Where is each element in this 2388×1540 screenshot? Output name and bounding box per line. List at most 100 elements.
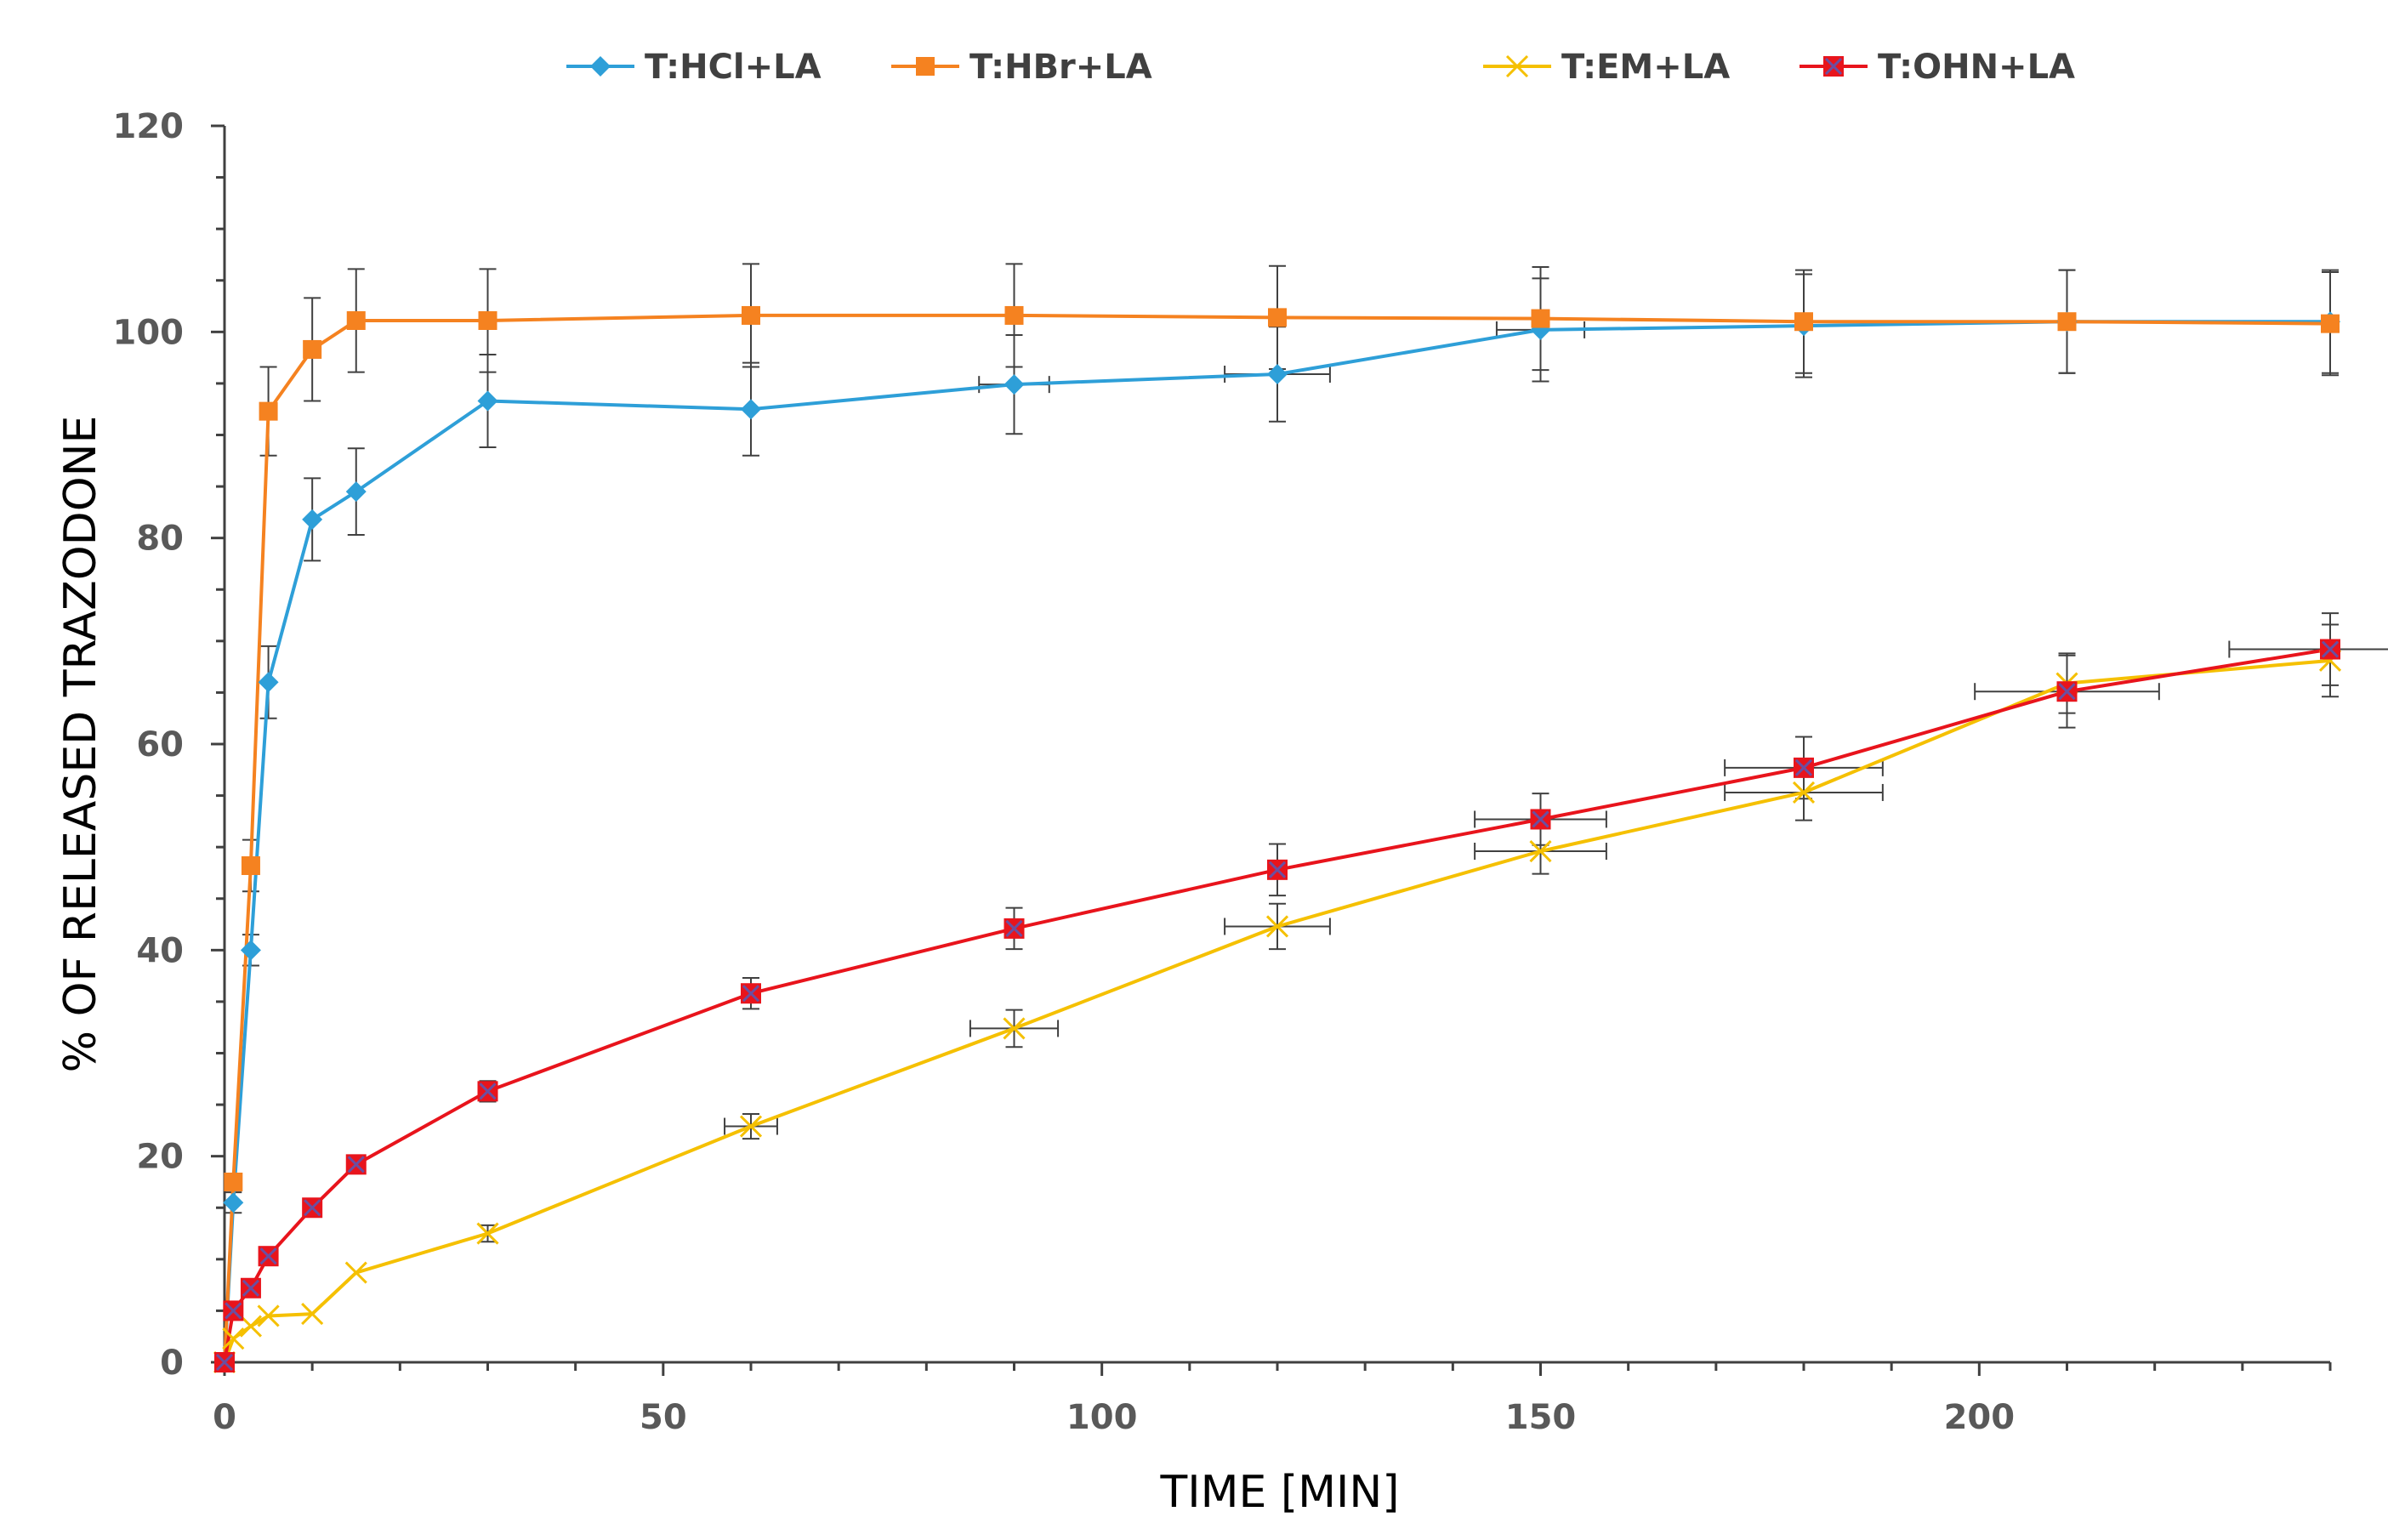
data-point <box>223 1300 244 1321</box>
data-point <box>2056 681 2078 702</box>
data-point <box>214 1352 235 1372</box>
x-tick-label: 150 <box>1505 1398 1577 1437</box>
series-line <box>223 313 2331 1363</box>
data-point <box>1531 309 1550 328</box>
data-point <box>1529 839 1552 863</box>
legend-marker <box>1505 54 1529 78</box>
series-line <box>223 647 2331 1363</box>
marker-stroke <box>2321 640 2340 658</box>
marker-stroke <box>259 1247 277 1265</box>
marker-stroke <box>347 1156 365 1173</box>
marker-stroke <box>257 1304 280 1327</box>
data-point <box>302 1197 323 1219</box>
marker-stroke <box>742 985 760 1003</box>
data-point <box>476 1222 499 1245</box>
legend-label: T:EM+LA <box>1561 48 1730 87</box>
marker-stroke <box>479 1083 497 1100</box>
marker-stroke <box>301 1302 324 1326</box>
marker-stroke <box>2058 683 2076 701</box>
y-tick-label: 60 <box>136 725 184 764</box>
data-point <box>258 1246 279 1267</box>
y-tick-label: 20 <box>136 1138 184 1177</box>
marker-stroke <box>225 1302 242 1320</box>
data-point <box>1530 809 1551 830</box>
y-axis-title: % OF RELEASED TRAZODONE <box>55 416 106 1073</box>
data-point <box>477 1081 498 1102</box>
data-point <box>477 390 498 412</box>
marker-stroke <box>1794 759 1813 776</box>
data-point <box>259 401 278 421</box>
series-lines <box>223 313 2331 1363</box>
marker-stroke <box>1792 781 1816 804</box>
data-point <box>2321 314 2340 333</box>
data-point <box>344 1261 367 1284</box>
data-point <box>240 1277 261 1298</box>
data-point <box>1265 915 1289 938</box>
error-bars <box>225 263 2388 1243</box>
legend-label: T:OHN+LA <box>1878 48 2075 87</box>
marker-stroke <box>476 1222 499 1245</box>
data-point <box>240 940 261 961</box>
y-tick-label: 40 <box>136 931 184 970</box>
data-point <box>223 1192 244 1213</box>
series-line <box>223 320 2330 1363</box>
series-line <box>223 658 2331 1363</box>
legend: T:HCl+LA T:HBr+LA T:EM+LA T:OHN+LA <box>566 48 2075 87</box>
marker-stroke <box>1532 810 1549 828</box>
data-point <box>257 1304 280 1327</box>
data-point <box>742 305 760 325</box>
legend-marker <box>590 56 611 77</box>
marker-stroke <box>239 1315 263 1338</box>
marker-stroke <box>1529 839 1552 863</box>
x-tick-label: 200 <box>1944 1398 2016 1437</box>
data-point <box>1794 312 1813 332</box>
data-point <box>239 1315 263 1338</box>
data-point <box>478 311 498 331</box>
legend-marker <box>916 57 935 76</box>
data-point <box>1792 781 1816 804</box>
marker-stroke <box>739 1115 763 1138</box>
marker-stroke <box>215 1353 234 1372</box>
data-point <box>1003 1017 1026 1040</box>
legend-label: T:HCl+LA <box>645 48 822 87</box>
data-point <box>301 1302 324 1326</box>
marker-stroke <box>242 1279 260 1297</box>
x-tick-label: 50 <box>640 1398 687 1437</box>
legend-marker <box>1823 56 1844 77</box>
data-point <box>1268 308 1287 327</box>
marker-stroke <box>1505 54 1529 78</box>
x-tick-label: 0 <box>213 1398 236 1437</box>
data-point <box>1004 918 1025 939</box>
y-tick-label: 120 <box>113 107 185 146</box>
data-point <box>1267 859 1288 880</box>
x-tick-label: 100 <box>1066 1398 1138 1437</box>
ticks: 0 20 40 60 80 100 120 0 50 100 150 200 <box>113 107 2332 1437</box>
marker-stroke <box>222 1327 245 1350</box>
data-point <box>2320 639 2340 660</box>
x-axis-title: TIME [MIN] <box>1159 1467 1399 1518</box>
marker-stroke <box>1268 861 1287 878</box>
y-tick-label: 80 <box>136 520 184 559</box>
data-point <box>258 672 279 693</box>
legend-label: T:HBr+LA <box>969 48 1152 87</box>
data-point <box>1794 757 1814 778</box>
data-point <box>1004 374 1025 395</box>
y-tick-label: 0 <box>160 1344 184 1383</box>
marker-stroke <box>304 1199 321 1217</box>
data-point <box>224 1172 243 1191</box>
data-point <box>303 339 322 359</box>
series-markers <box>213 305 2342 1374</box>
marker-stroke <box>1003 1017 1026 1040</box>
data-point <box>222 1327 245 1350</box>
marker-stroke <box>1824 57 1843 76</box>
marker-stroke <box>1265 915 1289 938</box>
marker-stroke <box>1005 919 1023 937</box>
data-point <box>241 855 260 875</box>
marker-stroke <box>344 1261 367 1284</box>
data-point <box>1004 305 1024 325</box>
data-point <box>741 399 761 420</box>
data-point <box>345 481 367 503</box>
data-point <box>345 1154 367 1175</box>
data-point <box>302 509 323 530</box>
data-point <box>741 983 761 1004</box>
